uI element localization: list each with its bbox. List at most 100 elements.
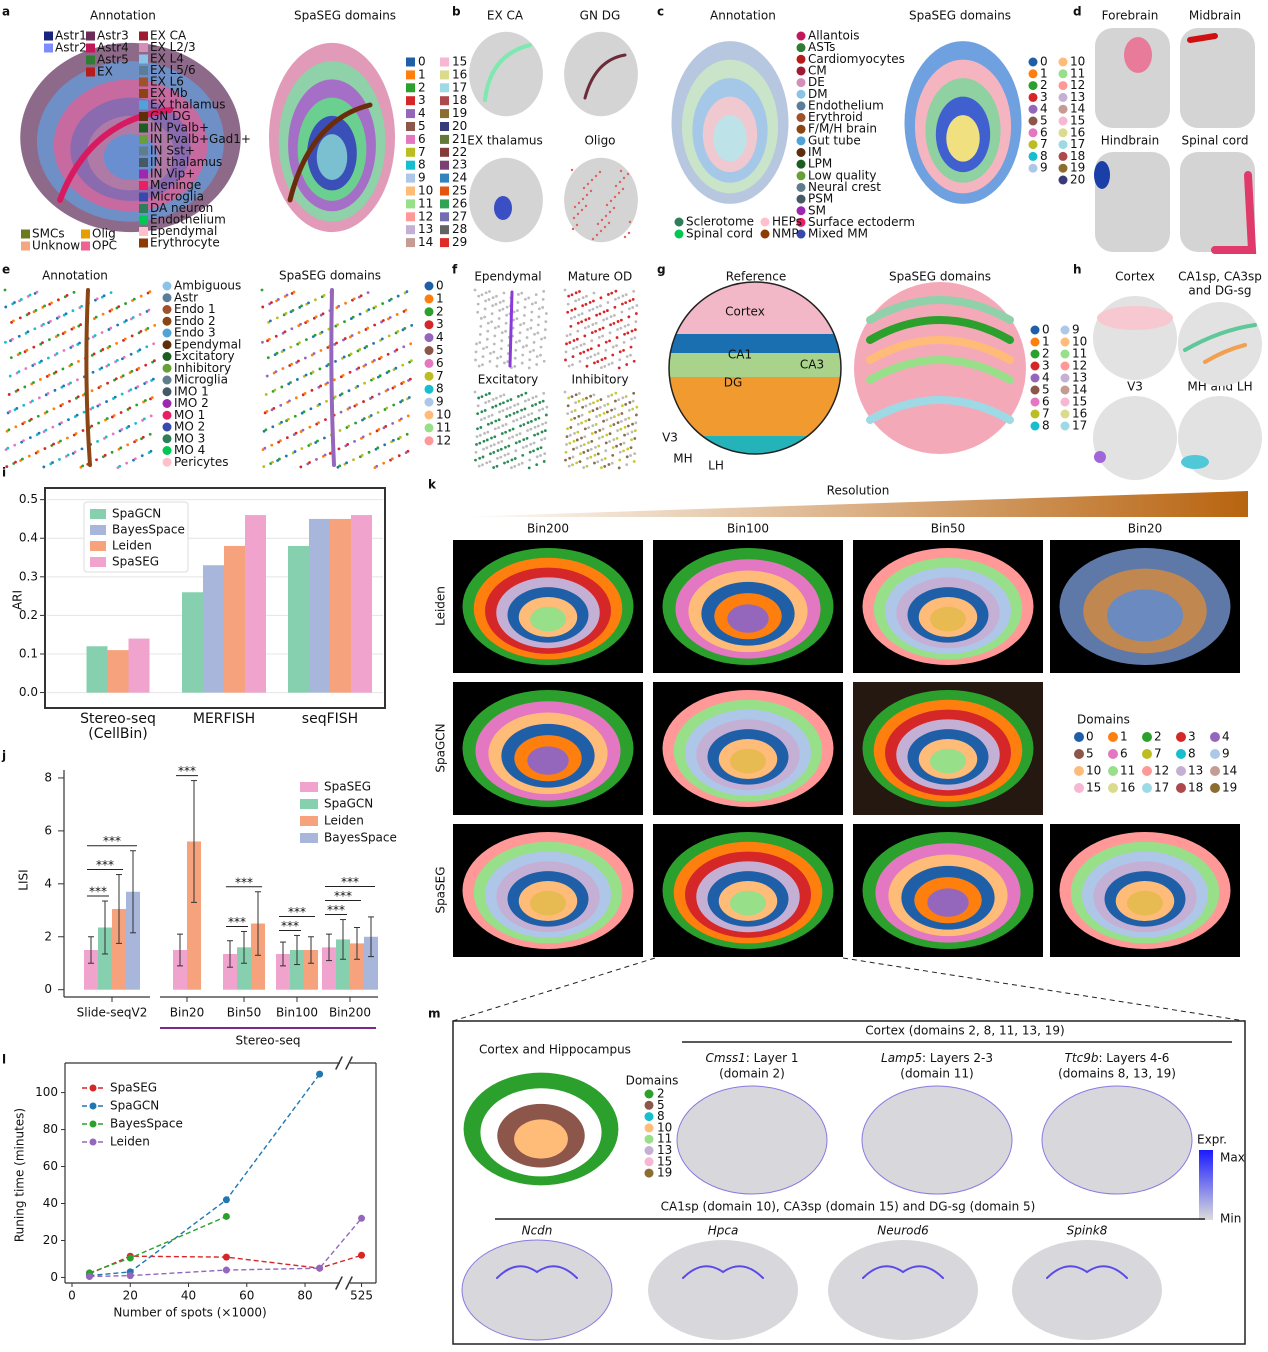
- cell-spot: [566, 404, 570, 408]
- legend-label: Surface ectoderm: [808, 215, 915, 229]
- cell-spot: [575, 337, 579, 341]
- cell-spot: [632, 391, 636, 395]
- cell-spot: [364, 363, 368, 367]
- tissue: [316, 134, 348, 180]
- cell-spot: [392, 403, 396, 407]
- cell-spot: [501, 307, 505, 311]
- cell-spot: [514, 340, 518, 344]
- cell-spot: [481, 455, 485, 459]
- legend-swatch: [440, 96, 449, 106]
- atlas-outline: [668, 281, 842, 455]
- cell-spot: [583, 334, 587, 338]
- cell-spot: [624, 293, 628, 297]
- cell-spot: [610, 393, 614, 397]
- cell-spot: [8, 374, 12, 378]
- cell-spot: [337, 447, 341, 451]
- cell-spot: [491, 397, 495, 401]
- cell-spot: [31, 399, 34, 403]
- legend-label: Low quality: [808, 168, 877, 182]
- legend-label: Ambiguous: [174, 279, 241, 293]
- legend-label: 3: [1040, 90, 1048, 104]
- legend-swatch: [424, 423, 434, 433]
- cell-spot: [280, 420, 283, 424]
- cell-spot: [48, 338, 51, 342]
- highlight: [608, 210, 612, 214]
- cell-spot: [625, 355, 629, 358]
- cell-spot: [526, 429, 529, 432]
- cell-spot: [596, 452, 600, 456]
- legend-label: 9: [1222, 747, 1230, 761]
- cell-spot: [43, 447, 47, 450]
- cell-spot: [482, 347, 485, 350]
- cell-spot: [522, 423, 526, 426]
- cell-spot: [27, 454, 31, 458]
- cell-spot: [577, 313, 581, 317]
- cell-spot: [130, 334, 134, 338]
- cell-spot: [129, 352, 133, 356]
- legend-label: Endothelium: [808, 98, 884, 112]
- cell-spot: [597, 444, 601, 448]
- legend-label: 14: [1072, 383, 1087, 397]
- cell-spot: [492, 443, 496, 446]
- cell-spot: [73, 450, 77, 454]
- legend-label: EX: [97, 65, 113, 79]
- legend-swatch: [1108, 732, 1118, 742]
- cell-spot: [94, 315, 98, 319]
- legend-swatch: [1074, 749, 1084, 759]
- expression-map: [677, 1086, 827, 1194]
- panel-title: Annotation: [42, 269, 108, 283]
- cell-spot: [372, 358, 376, 362]
- legend-label: 2: [1154, 730, 1162, 744]
- legend-swatch: [1142, 732, 1152, 742]
- cell-spot: [396, 294, 400, 298]
- legend-swatch: [1060, 373, 1070, 383]
- cell-spot: [495, 364, 499, 368]
- legend-label: 27: [452, 209, 467, 223]
- cell-spot: [343, 320, 346, 324]
- legend-swatch: [139, 66, 148, 75]
- x-tick-label: 0: [68, 1289, 76, 1303]
- cell-spot: [570, 293, 574, 297]
- legend-label: Microglia: [150, 190, 204, 204]
- legend-label: 16: [1070, 125, 1085, 139]
- cell-spot: [586, 348, 590, 352]
- cell-spot: [585, 364, 589, 368]
- legend-label: Meninge: [150, 178, 201, 192]
- x-tick-label: MERFISH: [192, 712, 256, 727]
- legend-label: 10: [1072, 335, 1087, 349]
- cell-spot: [352, 458, 355, 462]
- legend-label: SpaGCN: [112, 507, 161, 521]
- panel-title: Midbrain: [1189, 9, 1241, 23]
- cell-spot: [490, 413, 494, 417]
- cell-spot: [338, 429, 342, 432]
- cell-spot: [615, 344, 618, 348]
- cell-spot: [478, 433, 482, 437]
- cell-spot: [574, 401, 578, 404]
- cell-spot: [483, 315, 487, 319]
- cell-spot: [592, 401, 595, 405]
- cell-spot: [69, 381, 72, 385]
- cell-spot: [398, 435, 402, 439]
- highlight: [591, 237, 595, 241]
- cell-spot: [348, 370, 352, 374]
- cell-spot: [131, 316, 135, 319]
- cell-spot: [294, 431, 298, 435]
- cell-spot: [503, 461, 506, 465]
- cell-spot: [584, 419, 588, 423]
- cell-spot: [522, 415, 526, 419]
- legend-label: MO 3: [174, 431, 205, 445]
- cell-spot: [290, 327, 294, 331]
- highlight: [483, 43, 532, 102]
- legend-label: SpaGCN: [110, 1099, 159, 1113]
- panel-letter: l: [2, 1053, 6, 1067]
- cell-spot: [482, 447, 485, 451]
- highlight: [583, 53, 627, 100]
- legend-label: 0: [1040, 55, 1048, 69]
- cell-spot: [142, 417, 146, 421]
- point: [222, 1266, 230, 1274]
- cell-spot: [303, 391, 307, 395]
- panel-letter: d: [1073, 5, 1082, 19]
- cell-spot: [581, 405, 585, 409]
- cell-spot: [572, 347, 575, 350]
